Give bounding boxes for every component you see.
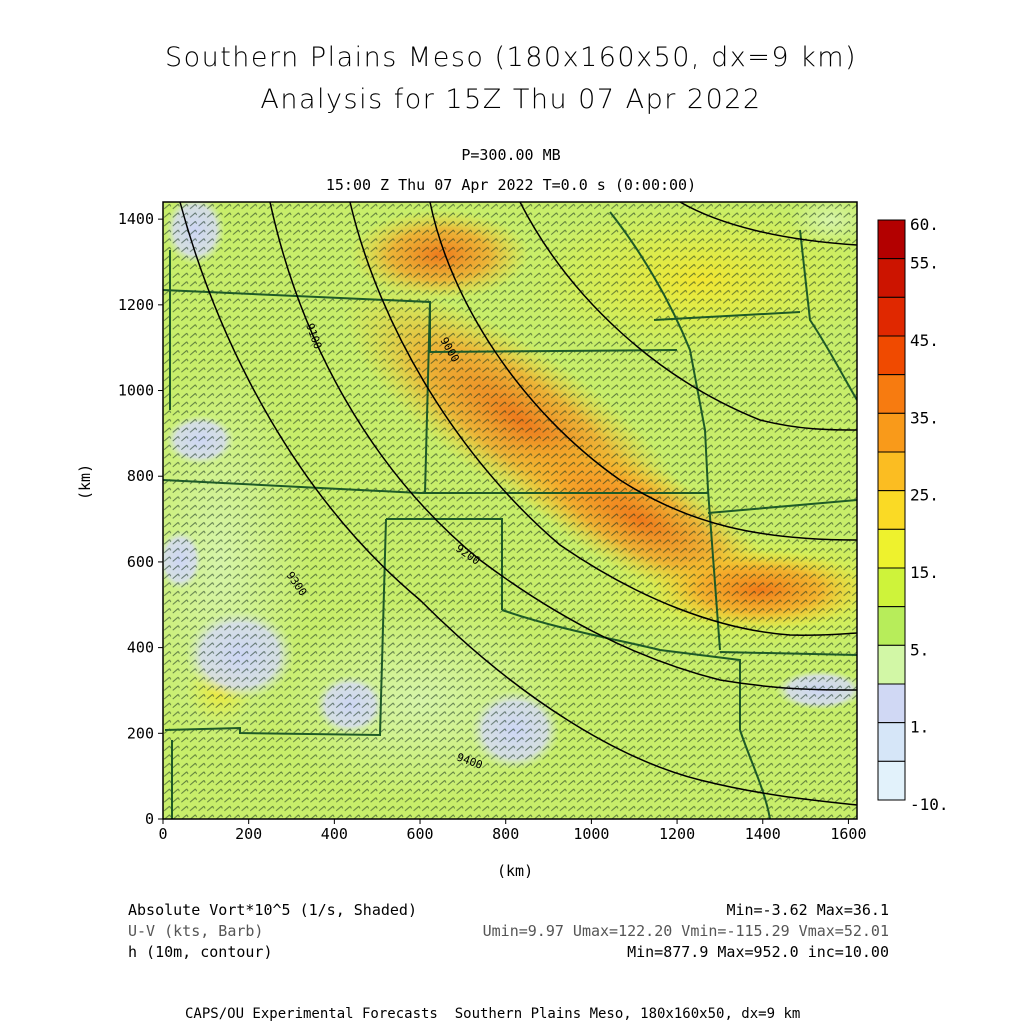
colorbar-swatch [877,722,906,762]
state-boundaries [163,211,857,819]
field3-name: h (10m, contour) [128,943,273,961]
x-axis: 0 200 400 600 800 1000 1200 1400 1600 [158,819,866,843]
field1-stats: Min=-3.62 Max=36.1 [726,901,889,919]
colorbar-swatch [877,258,906,298]
x-tick-label: 0 [158,825,167,843]
colorbar-label: 60. [910,215,939,234]
colorbar-swatch [877,683,906,724]
colorbar-label: 45. [910,331,939,350]
colorbar-label: 25. [910,486,939,505]
chart-subtitle: Analysis for 15Z Thu 07 Apr 2022 [260,84,762,115]
x-axis-label: (km) [497,862,534,880]
vorticity-shading [163,202,857,819]
field2-stats: Umin=9.97 Umax=122.20 Vmin=-115.29 Vmax=… [482,922,889,940]
y-axis-label: (km) [76,463,94,500]
colorbar-swatch [877,644,906,685]
height-contours [179,202,857,806]
colorbar-label: 15. [910,563,939,582]
colorbar-swatch [877,219,906,260]
field2-name: U-V (kts, Barb) [128,922,264,940]
y-tick-label: 1400 [118,210,154,228]
x-tick-label: 1000 [573,825,609,843]
y-tick-label: 0 [145,810,154,828]
pressure-level: P=300.00 MB [461,146,561,164]
x-tick-label: 600 [406,825,433,843]
y-tick-label: 1000 [118,382,154,400]
colorbar-swatch [877,567,906,608]
y-tick-label: 1200 [118,296,154,314]
x-tick-label: 800 [492,825,519,843]
colorbar-label: 1. [910,718,929,737]
colorbar-swatch [877,451,906,492]
colorbar-swatch [877,335,906,376]
x-tick-label: 1400 [745,825,781,843]
y-tick-label: 800 [127,467,154,485]
colorbar-swatch [877,528,906,569]
valid-time: 15:00 Z Thu 07 Apr 2022 T=0.0 s (0:00:00… [325,176,697,194]
x-tick-label: 400 [321,825,348,843]
colorbar-swatch [877,760,906,801]
footer-credit: CAPS/OU Experimental Forecasts Southern … [185,1006,801,1022]
colorbar-swatch [877,606,906,646]
colorbar-swatch [877,374,906,414]
x-tick-label: 1200 [659,825,695,843]
colorbar-label: -10. [910,795,949,814]
y-tick-label: 200 [127,724,154,742]
colorbar-label: 5. [910,640,929,659]
y-tick-label: 400 [127,639,154,657]
y-axis: 0 200 400 600 800 1000 1200 1400 [118,210,163,828]
x-tick-label: 200 [235,825,262,843]
colorbar-label: 35. [910,408,939,427]
y-tick-label: 600 [127,553,154,571]
colorbar-swatch [877,296,906,337]
chart-title: Southern Plains Meso (180x160x50, dx=9 k… [164,42,858,73]
colorbar-label: 55. [910,254,939,273]
plot-frame [162,201,858,820]
colorbar-swatch [877,490,906,530]
colorbar: 60. 55. 45. 35. 25. 15. 5. 1. -10. [877,215,949,814]
x-tick-label: 1600 [830,825,866,843]
colorbar-swatch [877,412,906,453]
field3-stats: Min=877.9 Max=952.0 inc=10.00 [627,943,889,961]
field1-name: Absolute Vort*10^5 (1/s, Shaded) [128,901,417,919]
